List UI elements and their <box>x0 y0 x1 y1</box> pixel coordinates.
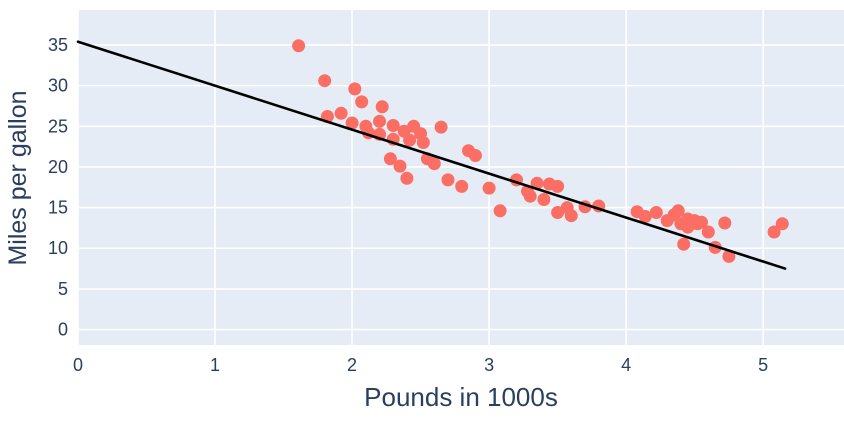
x-tick-label: 0 <box>73 355 83 375</box>
scatter-point <box>564 209 578 223</box>
scatter-point <box>530 176 544 190</box>
scatter-point <box>334 106 348 120</box>
scatter-point <box>386 119 400 132</box>
scatter-point <box>551 179 565 193</box>
y-tick-label: 35 <box>48 35 68 55</box>
scatter-point <box>345 116 359 130</box>
plot-area <box>78 10 844 345</box>
scatter-point <box>348 82 362 96</box>
scatter-point <box>434 120 448 134</box>
scatter-point <box>551 206 565 219</box>
x-tick-label: 3 <box>484 355 494 375</box>
y-tick-label: 25 <box>48 116 68 136</box>
y-axis-title: Miles per gallon <box>4 90 32 266</box>
scatter-point <box>638 210 652 223</box>
scatter-point <box>383 152 397 166</box>
x-tick-label: 4 <box>621 355 631 375</box>
scatter-point <box>468 149 482 162</box>
scatter-point <box>523 189 537 203</box>
scatter-point <box>400 171 414 185</box>
scatter-point <box>482 181 496 195</box>
y-tick-label: 20 <box>48 157 68 177</box>
scatter-point <box>292 39 306 53</box>
y-tick-label: 5 <box>58 279 68 299</box>
scatter-point <box>373 114 386 128</box>
scatter-point <box>775 217 789 231</box>
x-tick-label: 2 <box>347 355 357 375</box>
y-tick-label: 0 <box>58 320 68 340</box>
scatter-point <box>493 204 507 218</box>
scatter-point <box>649 206 663 219</box>
scatter-point <box>416 136 430 149</box>
scatter-point <box>722 249 736 263</box>
scatter-point <box>677 237 691 251</box>
y-tick-label: 10 <box>48 238 68 258</box>
scatter-point <box>718 216 732 230</box>
x-tick-label: 5 <box>758 355 768 375</box>
scatter-point <box>695 215 708 229</box>
scatter-point <box>318 74 332 88</box>
scatter-point <box>403 133 417 147</box>
scatter-point <box>375 100 389 114</box>
y-tick-label: 15 <box>48 198 68 218</box>
x-axis-title: Pounds in 1000s <box>364 382 558 412</box>
trend-line <box>76 40 787 270</box>
scatter-point <box>393 159 407 173</box>
scatter-point <box>427 157 441 171</box>
scatter-point <box>441 173 455 187</box>
y-tick-label: 30 <box>48 76 68 96</box>
x-tick-label: 1 <box>210 355 220 375</box>
scatter-point <box>355 95 369 109</box>
scatter-point <box>701 225 715 239</box>
scatter-point <box>671 204 685 218</box>
scatter-point <box>767 225 781 239</box>
scatter-point <box>537 193 551 206</box>
scatter-point <box>455 179 469 193</box>
